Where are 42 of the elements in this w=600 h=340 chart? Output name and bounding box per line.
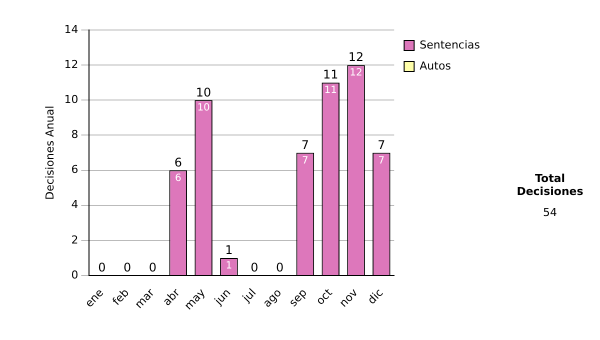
total-label: 0 — [98, 260, 106, 275]
legend-label: Sentencias — [420, 38, 480, 52]
x-tick-label: sep — [286, 286, 310, 310]
y-tick-label: 6 — [71, 163, 78, 176]
x-tick-label: oct — [314, 286, 336, 308]
total-label: 0 — [123, 260, 132, 275]
total-label: 0 — [276, 260, 284, 275]
total-label: 7 — [378, 138, 386, 152]
total-label: 12 — [348, 50, 364, 64]
y-tick-label: 2 — [71, 233, 78, 246]
data-label: 12 — [350, 68, 362, 79]
x-tick-label: ene — [82, 286, 106, 310]
x-tick-label: dic — [365, 286, 386, 307]
x-tick-label: ago — [260, 286, 284, 310]
data-label: 11 — [324, 85, 337, 96]
y-tick-label: 4 — [71, 198, 78, 212]
total-label: 1 — [225, 243, 233, 258]
total-label: 0 — [148, 260, 157, 275]
y-axis-title: Decisiones Anual — [43, 106, 56, 200]
total-label: 6 — [174, 155, 182, 170]
x-tick-label: nov — [336, 286, 361, 310]
data-label: 7 — [302, 155, 308, 166]
x-tick-label: jul — [240, 286, 259, 306]
y-tick-label: 0 — [71, 268, 78, 282]
data-label: 10 — [197, 102, 210, 114]
x-tick-label: feb — [110, 286, 132, 308]
total-label: 11 — [322, 68, 338, 82]
text: Total Decisiones — [516, 172, 584, 198]
total-label: 0 — [250, 260, 258, 275]
legend-label: Autos — [420, 59, 452, 72]
data-label: 1 — [226, 260, 232, 272]
total-label: 7 — [301, 138, 310, 152]
y-tick-label: 14 — [64, 22, 78, 36]
y-tick-label: 10 — [64, 93, 78, 106]
y-tick-label: 8 — [71, 128, 78, 142]
data-label: 6 — [174, 172, 182, 184]
x-tick-label: abr — [160, 286, 183, 308]
total-label: 10 — [196, 85, 212, 100]
text: 54 — [542, 206, 558, 219]
data-label: 7 — [378, 155, 385, 166]
x-tick-label: jun — [211, 286, 234, 308]
y-tick-label: 12 — [64, 58, 78, 71]
